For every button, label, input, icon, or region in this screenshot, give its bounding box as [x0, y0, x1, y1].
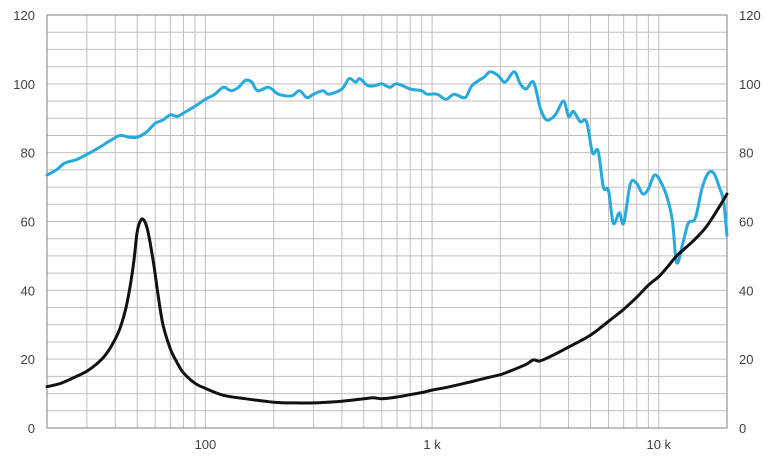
right-y-axis-tick-labels: 0 20 40 60 80 100 120 [739, 8, 761, 436]
impedance-line [45, 192, 729, 405]
y-tick-label-right: 80 [739, 146, 753, 161]
frequency-response-line [45, 70, 729, 265]
y-tick-label-left: 0 [28, 421, 35, 436]
y-tick-label-left: 100 [13, 77, 35, 92]
y-tick-label-right: 0 [739, 421, 746, 436]
y-tick-label-right: 100 [739, 77, 761, 92]
left-y-axis-tick-labels: 0 20 40 60 80 100 120 [13, 8, 35, 436]
series-layer [45, 70, 729, 405]
y-tick-label-right: 40 [739, 283, 753, 298]
y-tick-label-right: 60 [739, 215, 753, 230]
y-tick-label-left: 80 [21, 146, 35, 161]
x-tick-label: 100 [195, 437, 217, 452]
x-tick-label: 1 k [423, 437, 441, 452]
y-tick-label-left: 60 [21, 215, 35, 230]
y-tick-label-left: 120 [13, 8, 35, 23]
y-tick-label-right: 20 [739, 352, 753, 367]
y-tick-label-right: 120 [739, 8, 761, 23]
x-tick-label: 10 k [646, 437, 671, 452]
x-axis-tick-labels: 100 1 k 10 k [195, 437, 672, 452]
y-tick-label-left: 20 [21, 352, 35, 367]
y-tick-label-left: 40 [21, 283, 35, 298]
